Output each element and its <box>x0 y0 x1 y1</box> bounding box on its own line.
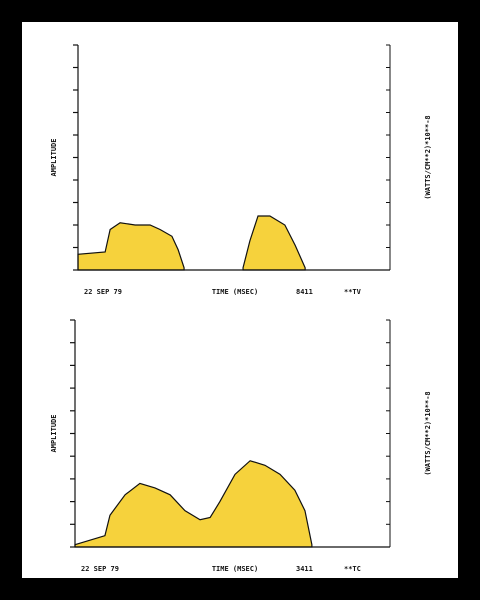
date: 22 SEP 79 <box>81 565 119 573</box>
x-axis-label: TIME (MSEC) <box>212 565 258 573</box>
date: 22 SEP 79 <box>84 288 122 296</box>
y-axis-label: AMPLITUDE <box>50 415 58 453</box>
tag: **TC <box>344 565 361 573</box>
area <box>74 460 313 548</box>
code: 3411 <box>296 565 313 573</box>
tag: **TV <box>344 288 362 296</box>
area <box>242 215 306 271</box>
code: 8411 <box>296 288 313 296</box>
y2-axis-label: (WATTS/CM**2)*10**-8 <box>424 391 432 475</box>
y-axis-label: AMPLITUDE <box>50 139 58 177</box>
x-axis-label: TIME (MSEC) <box>212 288 258 296</box>
y2-axis-label: (WATTS/CM**2)*10**-8 <box>424 115 432 199</box>
area <box>77 222 185 271</box>
